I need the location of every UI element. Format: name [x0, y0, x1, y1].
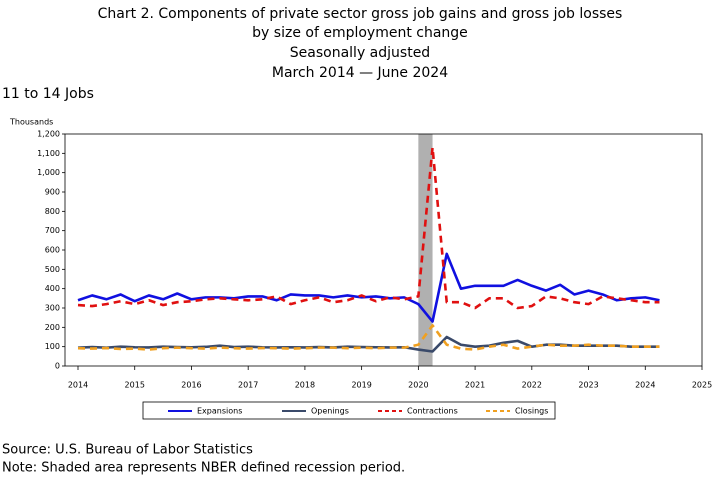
recession-band — [418, 134, 433, 366]
x-tick-label: 2024 — [635, 381, 655, 390]
legend-label: Expansions — [197, 407, 242, 416]
x-tick-label: 2014 — [68, 381, 88, 390]
x-tick-label: 2015 — [125, 381, 145, 390]
y-tick-label: 600 — [45, 246, 60, 255]
legend-label: Openings — [311, 407, 349, 416]
x-tick-label: 2017 — [238, 381, 258, 390]
plot-frame — [64, 133, 703, 367]
x-tick-label: 2019 — [351, 381, 371, 390]
y-tick-label: 500 — [45, 265, 60, 274]
y-tick-label: 300 — [45, 304, 60, 313]
x-tick-label: 2023 — [578, 381, 598, 390]
legend-box — [142, 401, 556, 420]
x-tick-label: 2022 — [522, 381, 542, 390]
source: Source: U.S. Bureau of Labor Statistics — [2, 443, 253, 458]
y-tick-label: 1,100 — [37, 149, 60, 158]
series-line — [77, 146, 660, 310]
chart-subtitle: 11 to 14 Jobs — [2, 86, 94, 102]
x-tick-label: 2025 — [692, 381, 712, 390]
y-tick-label: 0 — [55, 362, 60, 371]
x-tick-label: 2016 — [181, 381, 201, 390]
x-tick-label: 2018 — [295, 381, 315, 390]
chart-title: March 2014 — June 2024 — [272, 65, 448, 81]
series-line — [77, 324, 660, 351]
y-axis-label: Thousands — [9, 118, 53, 127]
x-tick-label: 2020 — [408, 381, 428, 390]
chart-title: Chart 2. Components of private sector gr… — [98, 6, 623, 22]
series-line — [77, 252, 660, 323]
y-tick-label: 800 — [45, 207, 60, 216]
y-tick-label: 700 — [45, 226, 60, 235]
note: Note: Shaded area represents NBER define… — [2, 461, 405, 476]
legend-label: Closings — [515, 407, 548, 416]
y-tick-label: 100 — [45, 342, 60, 351]
y-tick-label: 900 — [45, 188, 60, 197]
y-tick-label: 1,200 — [37, 130, 60, 139]
y-tick-label: 1,000 — [37, 168, 60, 177]
y-tick-label: 200 — [45, 323, 60, 332]
y-tick-label: 400 — [45, 284, 60, 293]
chart-title: by size of employment change — [252, 25, 468, 41]
chart-title: Seasonally adjusted — [290, 45, 430, 61]
x-tick-label: 2021 — [465, 381, 485, 390]
legend-label: Contractions — [407, 407, 458, 416]
